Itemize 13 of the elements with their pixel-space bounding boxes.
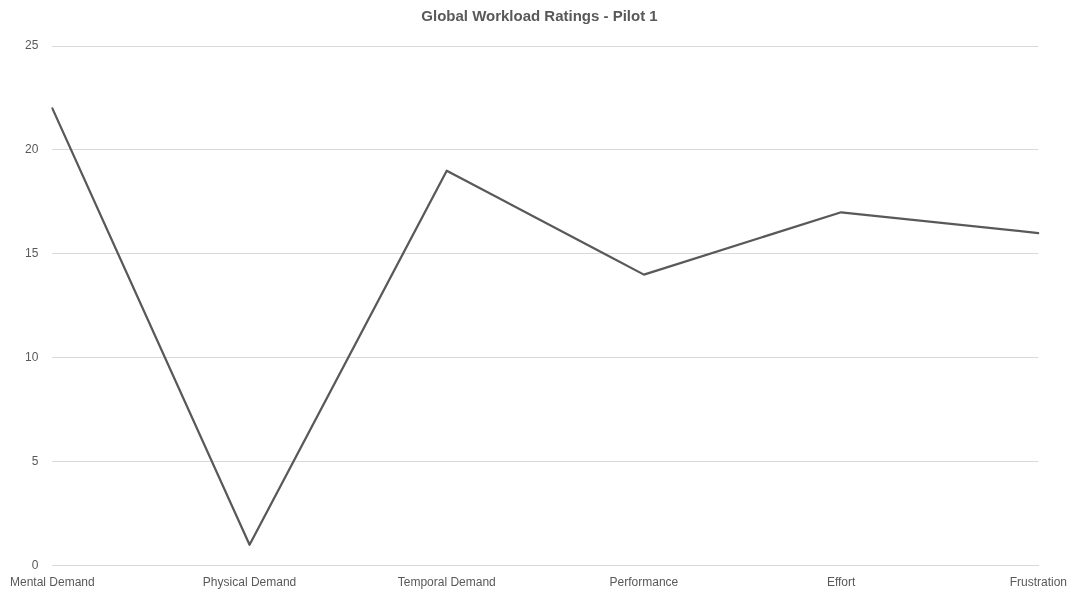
x-tick-label: Frustration (1009, 575, 1067, 590)
y-tick-label: 15 (25, 246, 39, 261)
chart-title: Global Workload Ratings - Pilot 1 (421, 7, 658, 25)
x-tick-label: Performance (609, 575, 679, 590)
y-tick-label: 5 (31, 453, 39, 468)
x-tick-label: Temporal Demand (397, 575, 496, 590)
x-tick-label: Physical Demand (202, 575, 297, 590)
y-tick-label: 20 (25, 142, 39, 157)
y-tick-label: 10 (25, 350, 39, 365)
y-tick-label: 25 (25, 38, 39, 53)
x-tick-label: Mental Demand (10, 575, 95, 590)
y-tick-label: 0 (31, 557, 39, 572)
x-tick-label: Effort (826, 575, 857, 590)
